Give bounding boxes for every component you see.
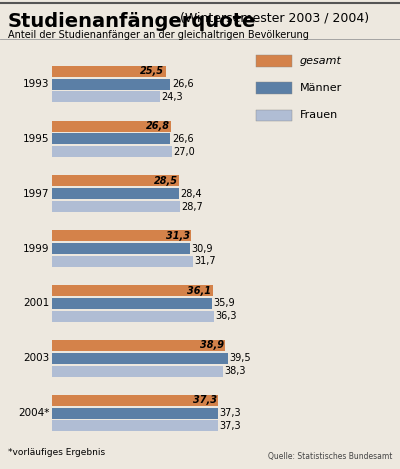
- Bar: [52, 285, 213, 296]
- Text: Quelle: Statistisches Bundesamt: Quelle: Statistisches Bundesamt: [268, 452, 392, 461]
- Text: 36,1: 36,1: [188, 286, 212, 295]
- Text: 35,9: 35,9: [213, 298, 235, 309]
- Bar: [52, 353, 228, 363]
- Text: Studienanfängerquote: Studienanfängerquote: [8, 12, 256, 31]
- Text: 36,3: 36,3: [215, 311, 236, 321]
- Text: Anteil der Studienanfänger an der gleichaltrigen Bevölkerung: Anteil der Studienanfänger an der gleich…: [8, 30, 309, 40]
- Text: 38,9: 38,9: [200, 340, 224, 350]
- Text: 37,3: 37,3: [193, 395, 217, 405]
- Bar: [52, 395, 218, 406]
- Bar: [52, 298, 212, 309]
- Text: 2001: 2001: [23, 298, 49, 309]
- Bar: [52, 134, 170, 144]
- Text: (Wintersemester 2003 / 2004): (Wintersemester 2003 / 2004): [176, 12, 369, 25]
- Text: 31,7: 31,7: [194, 257, 216, 266]
- Text: 26,6: 26,6: [172, 134, 194, 144]
- Bar: [52, 366, 223, 377]
- Text: 26,8: 26,8: [146, 121, 170, 131]
- Bar: [52, 146, 172, 157]
- Text: Frauen: Frauen: [300, 110, 338, 121]
- Text: 31,3: 31,3: [166, 231, 190, 241]
- Bar: [52, 175, 179, 186]
- Text: 2003: 2003: [23, 353, 49, 363]
- Text: 30,9: 30,9: [191, 243, 212, 254]
- Bar: [52, 230, 192, 241]
- Bar: [52, 340, 225, 351]
- Text: *vorläufiges Ergebnis: *vorläufiges Ergebnis: [8, 448, 105, 457]
- Bar: [52, 243, 190, 254]
- Text: gesamt: gesamt: [300, 56, 342, 66]
- Bar: [52, 408, 218, 418]
- Text: 1995: 1995: [23, 134, 49, 144]
- Text: 27,0: 27,0: [174, 147, 195, 157]
- Text: 1999: 1999: [23, 243, 49, 254]
- Text: 28,5: 28,5: [154, 176, 178, 186]
- Bar: [52, 188, 178, 199]
- Bar: [52, 256, 193, 267]
- Text: 24,3: 24,3: [162, 92, 183, 102]
- Bar: [52, 66, 166, 77]
- Text: 26,6: 26,6: [172, 79, 194, 89]
- Text: 37,3: 37,3: [220, 421, 241, 431]
- Text: 2004*: 2004*: [18, 408, 49, 418]
- Bar: [52, 201, 180, 212]
- Text: Männer: Männer: [300, 83, 342, 93]
- Bar: [52, 91, 160, 102]
- Text: 38,3: 38,3: [224, 366, 246, 376]
- Bar: [52, 121, 171, 131]
- Text: 1993: 1993: [23, 79, 49, 89]
- Text: 1997: 1997: [23, 189, 49, 199]
- Text: 37,3: 37,3: [220, 408, 241, 418]
- Text: 28,4: 28,4: [180, 189, 202, 199]
- Bar: [52, 311, 214, 322]
- Bar: [52, 79, 170, 90]
- Text: 28,7: 28,7: [181, 202, 203, 212]
- Bar: [52, 420, 218, 431]
- Text: 25,5: 25,5: [140, 66, 164, 76]
- Text: 39,5: 39,5: [229, 353, 251, 363]
